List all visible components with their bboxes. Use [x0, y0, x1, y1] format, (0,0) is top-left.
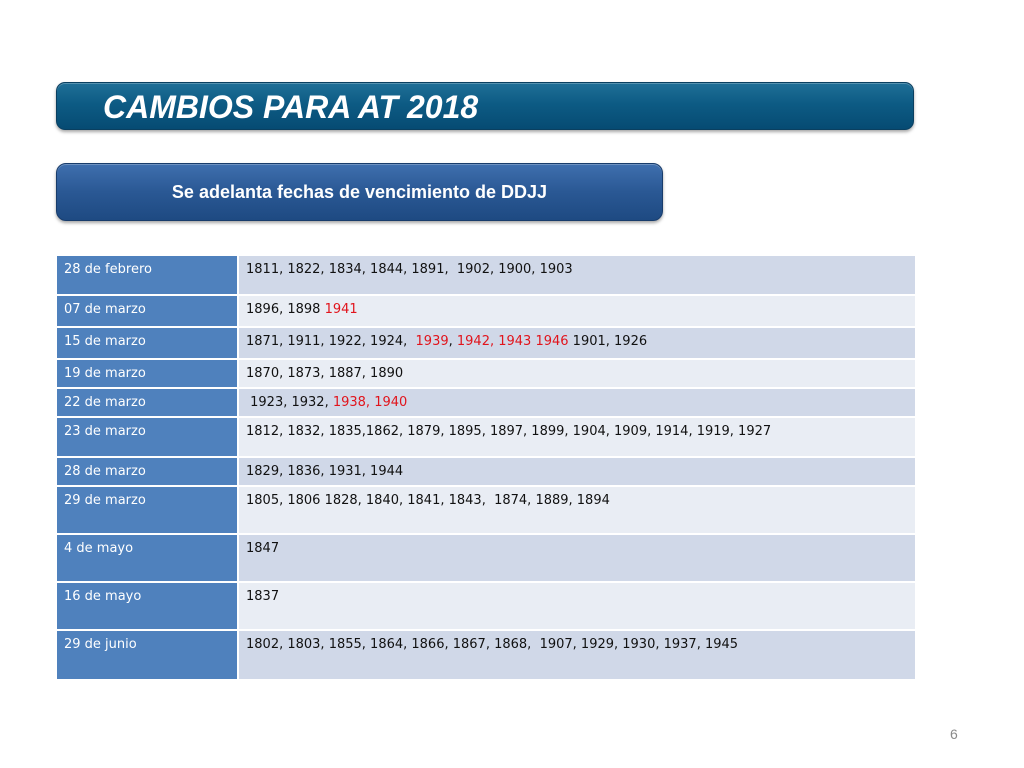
due-date-cell: 07 de marzo	[57, 296, 239, 326]
cuit-endings-cell: 1812, 1832, 1835,1862, 1879, 1895, 1897,…	[239, 418, 915, 456]
table-row: 16 de mayo 1837	[57, 583, 915, 629]
highlighted-values: 1942, 1943 1946	[456, 334, 569, 349]
title-banner: CAMBIOS PARA AT 2018	[56, 82, 914, 130]
due-date-cell: 29 de marzo	[57, 487, 239, 533]
highlighted-values: 1938, 1940	[332, 395, 408, 410]
table-row: 22 de marzo 1923, 1932, 1938, 1940	[57, 389, 915, 416]
values-text: 1829, 1836, 1931, 1944	[246, 464, 404, 479]
cuit-endings-cell: 1811, 1822, 1834, 1844, 1891, 1902, 1900…	[239, 256, 915, 294]
values-text: 1871, 1911, 1922, 1924,	[246, 334, 416, 349]
highlighted-values: 1939	[415, 334, 449, 349]
values-text: 1812, 1832, 1835,1862, 1879, 1895, 1897,…	[246, 424, 772, 439]
cuit-endings-cell: 1923, 1932, 1938, 1940	[239, 389, 915, 416]
values-text: ,	[448, 334, 457, 349]
values-text: 1805, 1806 1828, 1840, 1841, 1843, 1874,…	[246, 493, 610, 508]
highlighted-values: 1941	[324, 302, 358, 317]
cuit-endings-cell: 1837	[239, 583, 915, 629]
table-row: 19 de marzo 1870, 1873, 1887, 1890	[57, 360, 915, 387]
due-date-cell: 19 de marzo	[57, 360, 239, 387]
table-row: 28 de febrero 1811, 1822, 1834, 1844, 189…	[57, 256, 915, 294]
due-date-cell: 22 de marzo	[57, 389, 239, 416]
cuit-endings-cell: 1871, 1911, 1922, 1924, 1939, 1942, 1943…	[239, 328, 915, 358]
values-text: 1802, 1803, 1855, 1864, 1866, 1867, 1868…	[246, 637, 739, 652]
cuit-endings-cell: 1805, 1806 1828, 1840, 1841, 1843, 1874,…	[239, 487, 915, 533]
values-text: 1811, 1822, 1834, 1844, 1891, 1902, 1900…	[246, 262, 573, 277]
cuit-endings-cell: 1829, 1836, 1931, 1944	[239, 458, 915, 485]
due-date-cell: 28 de marzo	[57, 458, 239, 485]
values-text: 1901, 1926	[568, 334, 648, 349]
due-dates-table: 28 de febrero 1811, 1822, 1834, 1844, 189…	[57, 254, 915, 681]
table-row: 23 de marzo 1812, 1832, 1835,1862, 1879, …	[57, 418, 915, 456]
values-text: 1870, 1873, 1887, 1890	[246, 366, 404, 381]
page-title: CAMBIOS PARA AT 2018	[103, 89, 479, 125]
cuit-endings-cell: 1870, 1873, 1887, 1890	[239, 360, 915, 387]
values-text: 1837	[246, 589, 280, 604]
due-date-cell: 15 de marzo	[57, 328, 239, 358]
subtitle-banner: Se adelanta fechas de vencimiento de DDJ…	[56, 163, 663, 221]
values-text: 1896, 1898	[246, 302, 325, 317]
table-row: 15 de marzo 1871, 1911, 1922, 1924, 1939,…	[57, 328, 915, 358]
table-row: 4 de mayo 1847	[57, 535, 915, 581]
table-row: 07 de marzo 1896, 1898 1941	[57, 296, 915, 326]
values-text: 1923, 1932,	[246, 395, 333, 410]
values-text: 1847	[246, 541, 280, 556]
table-row: 28 de marzo 1829, 1836, 1931, 1944	[57, 458, 915, 485]
due-date-cell: 29 de junio	[57, 631, 239, 679]
due-date-cell: 28 de febrero	[57, 256, 239, 294]
due-dates-table-body: 28 de febrero 1811, 1822, 1834, 1844, 189…	[57, 256, 915, 679]
cuit-endings-cell: 1802, 1803, 1855, 1864, 1866, 1867, 1868…	[239, 631, 915, 679]
cuit-endings-cell: 1896, 1898 1941	[239, 296, 915, 326]
due-date-cell: 4 de mayo	[57, 535, 239, 581]
table-row: 29 de marzo 1805, 1806 1828, 1840, 1841, …	[57, 487, 915, 533]
cuit-endings-cell: 1847	[239, 535, 915, 581]
due-date-cell: 23 de marzo	[57, 418, 239, 456]
due-date-cell: 16 de mayo	[57, 583, 239, 629]
table-row: 29 de junio 1802, 1803, 1855, 1864, 1866,…	[57, 631, 915, 679]
page-subtitle: Se adelanta fechas de vencimiento de DDJ…	[171, 181, 548, 202]
page-number: 6	[950, 726, 958, 742]
